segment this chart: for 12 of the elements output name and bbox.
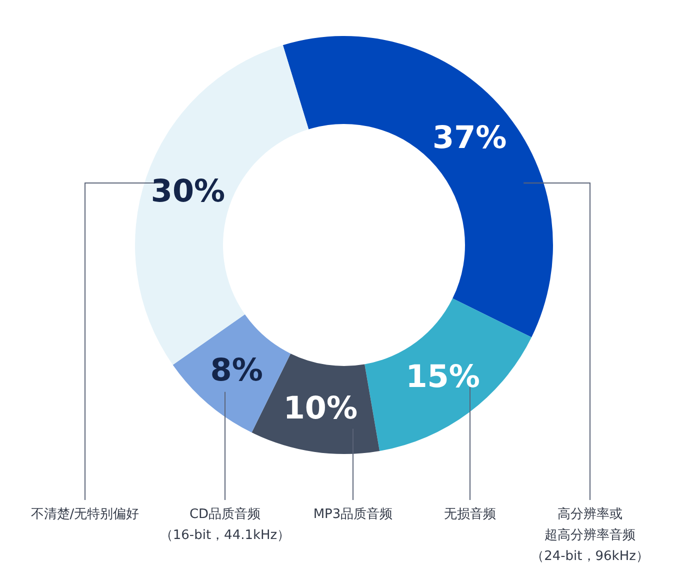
data-label: 37% [432,120,507,156]
data-label: 8% [210,352,263,388]
data-label: 30% [150,173,226,210]
donut-slice [364,298,532,451]
slice-label: CD品质音频（16-bit，44.1kHz） [160,507,290,543]
slice-label: 高分辨率或超高分辨率音频（24-bit，96kHz） [531,506,649,564]
donut-slice [282,36,553,338]
slice-label: 不清楚/无特别偏好 [30,507,140,522]
data-label: 10% [283,390,358,426]
slice-label: MP3品质音频 [313,507,393,522]
data-label: 15% [406,359,480,396]
slice-label: 无损音频 [444,507,496,522]
